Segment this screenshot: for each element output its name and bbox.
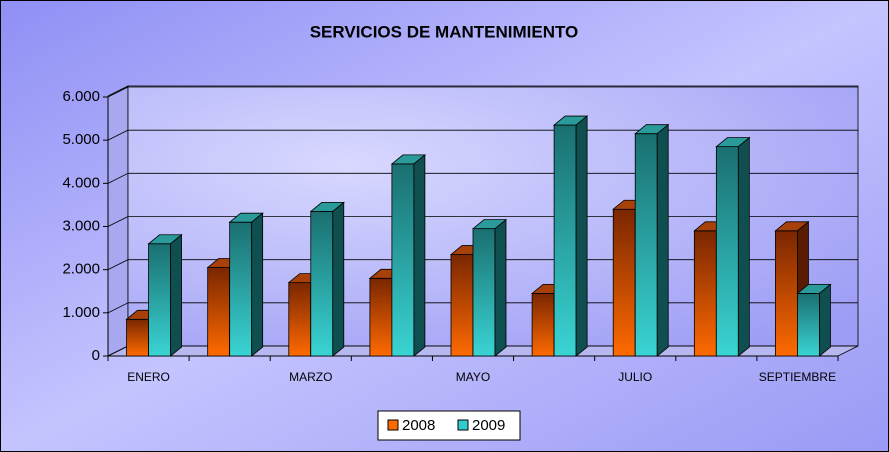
bar bbox=[147, 233, 183, 357]
y-tick-label: 3.000 bbox=[62, 217, 100, 234]
bar-side bbox=[170, 233, 182, 357]
bar-side bbox=[413, 154, 426, 357]
bar-front bbox=[207, 267, 231, 357]
x-tick-label: MARZO bbox=[289, 370, 332, 384]
bar bbox=[471, 218, 508, 357]
x-tick-label: ENERO bbox=[127, 370, 170, 384]
bar-front bbox=[531, 293, 555, 357]
legend-label: 2009 bbox=[472, 417, 505, 434]
bar-front bbox=[634, 133, 658, 357]
y-tick-label: 0 bbox=[92, 347, 100, 364]
bar-side bbox=[656, 123, 669, 357]
legend-swatch bbox=[457, 419, 469, 431]
grid-line bbox=[107, 172, 129, 184]
grid-line bbox=[107, 259, 129, 271]
bar-front bbox=[229, 221, 253, 357]
bar-front bbox=[148, 243, 171, 357]
grid-line bbox=[107, 302, 129, 314]
bar bbox=[796, 283, 832, 357]
x-tick-label: SEPTIEMBRE bbox=[759, 370, 836, 384]
y-tick-label: 1.000 bbox=[62, 304, 100, 321]
bar-side bbox=[575, 115, 588, 357]
bar-side bbox=[251, 212, 264, 357]
x-tick-label: JULIO bbox=[618, 370, 652, 384]
bar bbox=[634, 123, 670, 357]
y-tick-label: 2.000 bbox=[62, 261, 100, 278]
y-tick-label: 4.000 bbox=[62, 174, 100, 191]
bar-front bbox=[450, 254, 474, 357]
bar-side bbox=[737, 136, 750, 357]
bar bbox=[228, 212, 264, 357]
bar bbox=[552, 115, 589, 357]
legend-swatch bbox=[387, 419, 399, 431]
grid-line bbox=[107, 345, 129, 357]
bar bbox=[390, 154, 427, 357]
grid-line bbox=[107, 86, 129, 98]
bar-side bbox=[332, 201, 345, 357]
y-tick-label: 5.000 bbox=[62, 131, 100, 148]
bar-front bbox=[391, 163, 415, 357]
legend-label: 2008 bbox=[402, 417, 435, 434]
bar-side bbox=[494, 218, 507, 357]
bar-front bbox=[310, 210, 334, 357]
bar-front bbox=[472, 228, 496, 357]
bar bbox=[715, 136, 751, 357]
bar-front bbox=[126, 318, 149, 357]
bar-front bbox=[715, 146, 739, 357]
bar-front bbox=[612, 208, 636, 357]
bar-front bbox=[693, 230, 717, 357]
bar-side bbox=[819, 283, 831, 357]
bar-front bbox=[775, 230, 798, 357]
x-tick-label: MAYO bbox=[456, 370, 490, 384]
grid-line bbox=[107, 129, 129, 141]
bar bbox=[309, 201, 345, 357]
bar-front bbox=[288, 282, 312, 357]
bar-front bbox=[797, 293, 820, 357]
chart-title: SERVICIOS DE MANTENIMIENTO bbox=[310, 22, 579, 41]
side-wall bbox=[107, 85, 129, 357]
y-tick-label: 6.000 bbox=[62, 88, 100, 105]
bar-front bbox=[553, 124, 577, 357]
grid-line bbox=[107, 216, 129, 227]
bar-front bbox=[369, 277, 393, 357]
legend-box bbox=[377, 410, 521, 441]
